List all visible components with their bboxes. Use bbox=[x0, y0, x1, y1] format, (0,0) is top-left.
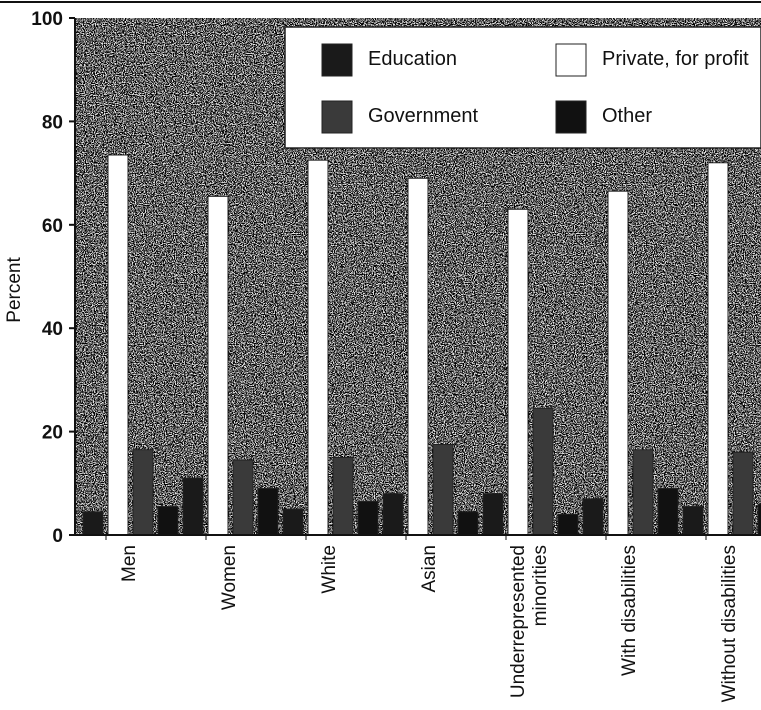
bar-education-5 bbox=[582, 498, 604, 536]
legend-label: Private, for profit bbox=[602, 48, 749, 70]
x-tick-label: minorities bbox=[530, 545, 551, 626]
bar-other-3 bbox=[457, 511, 479, 536]
bar-education-6 bbox=[682, 506, 704, 536]
x-tick-label: With disabilities bbox=[619, 545, 640, 676]
y-tick-label: 40 bbox=[42, 319, 63, 340]
y-tick-label: 0 bbox=[52, 526, 63, 547]
y-axis-label: Percent bbox=[4, 257, 25, 323]
x-tick-label: Underrepresented bbox=[508, 545, 529, 698]
bar-government-2 bbox=[332, 456, 354, 536]
x-tick-label: Without disabilities bbox=[719, 545, 740, 702]
bar-other-1 bbox=[257, 487, 279, 536]
legend-swatch bbox=[555, 100, 587, 134]
bar-other-0 bbox=[157, 506, 179, 536]
bar-other-2 bbox=[357, 500, 379, 536]
y-tick-label: 20 bbox=[42, 423, 63, 444]
x-tick-label: Asian bbox=[419, 545, 440, 593]
bar-education-4 bbox=[482, 493, 504, 536]
x-tick-label: Women bbox=[219, 545, 240, 610]
x-tick-label: Men bbox=[119, 545, 140, 582]
y-tick-label: 100 bbox=[31, 9, 63, 30]
bar-private-for-profit-0 bbox=[107, 154, 129, 536]
bar-education-2 bbox=[282, 508, 304, 536]
bar-government-0 bbox=[132, 449, 154, 536]
y-tick-label: 60 bbox=[42, 216, 63, 237]
bar-private-for-profit-3 bbox=[407, 177, 429, 536]
y-tick-label: 80 bbox=[42, 112, 63, 133]
bar-education-3 bbox=[382, 493, 404, 536]
legend-swatch bbox=[321, 43, 353, 77]
legend-label: Government bbox=[368, 105, 478, 127]
legend-box bbox=[284, 26, 761, 149]
bar-other-4 bbox=[557, 513, 579, 536]
legend-label: Other bbox=[602, 105, 652, 127]
bar-other-6 bbox=[757, 503, 761, 536]
bar-private-for-profit-1 bbox=[207, 195, 229, 536]
bar-government-3 bbox=[432, 444, 454, 536]
bar-education-0 bbox=[82, 511, 104, 536]
bar-other-5 bbox=[657, 487, 679, 536]
bar-private-for-profit-2 bbox=[307, 159, 329, 536]
bar-private-for-profit-6 bbox=[707, 162, 729, 536]
legend-swatch bbox=[321, 100, 353, 134]
bar-government-4 bbox=[532, 407, 554, 536]
legend-label: Education bbox=[368, 48, 457, 70]
x-tick-label: White bbox=[319, 545, 340, 594]
bar-private-for-profit-4 bbox=[507, 208, 529, 536]
bar-government-5 bbox=[632, 449, 654, 536]
bar-government-6 bbox=[732, 451, 754, 536]
bar-private-for-profit-5 bbox=[607, 190, 629, 536]
bar-education-1 bbox=[182, 477, 204, 536]
legend: Education Private, for profit Government Ot… bbox=[284, 26, 761, 149]
bar-government-1 bbox=[232, 459, 254, 536]
legend-swatch bbox=[555, 43, 587, 77]
